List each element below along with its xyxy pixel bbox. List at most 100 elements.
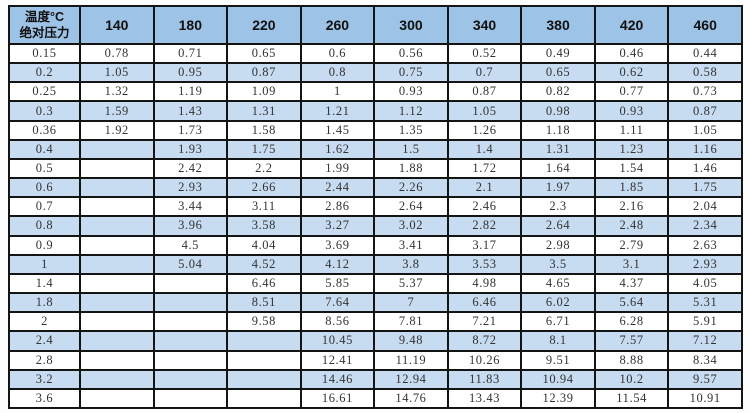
cell: 0.71 xyxy=(152,42,229,65)
cell: 3.58 xyxy=(226,215,302,237)
cell: 3.53 xyxy=(446,253,523,275)
cell: 3.8 xyxy=(373,253,449,275)
cell: 5.04 xyxy=(152,253,229,275)
cell: 4.05 xyxy=(667,272,743,295)
cell: 2.48 xyxy=(593,215,670,237)
cell: 0.44 xyxy=(667,42,743,65)
table-row: 0.3 1.59 1.43 1.31 1.21 1.12 1.05 0.98 0.93 0.87 xyxy=(8,100,743,122)
cell: 3.17 xyxy=(446,234,523,256)
column-header-340: 340 xyxy=(446,5,523,45)
cell: 7 xyxy=(373,292,449,314)
cell: 0.7 xyxy=(446,62,523,84)
cell: 1.35 xyxy=(373,119,449,141)
table-row: 1.4 6.46 5.85 5.37 4.98 4.65 4.37 4.05 xyxy=(8,272,743,295)
cell xyxy=(79,272,155,295)
cell xyxy=(226,330,302,352)
row-label: 0.6 xyxy=(8,177,81,199)
cell xyxy=(226,349,302,371)
cell: 5.91 xyxy=(667,311,743,333)
cell: 4.98 xyxy=(446,272,523,295)
cell: 7.64 xyxy=(299,292,376,314)
cell: 1.93 xyxy=(152,138,229,160)
header-row: 温度°C 绝对压力 140 180 220 260 300 340 380 420 460 xyxy=(8,5,743,45)
cell: 0.62 xyxy=(593,62,670,84)
cell: 1.05 xyxy=(667,119,743,141)
cell xyxy=(152,387,229,410)
cell xyxy=(152,311,229,333)
cell: 0.6 xyxy=(299,42,376,65)
cell: 3.44 xyxy=(152,196,229,218)
cell: 11.83 xyxy=(446,368,523,390)
cell: 1.45 xyxy=(299,119,376,141)
cell: 2.63 xyxy=(667,234,743,256)
cell: 1.54 xyxy=(593,157,670,180)
row-label: 0.2 xyxy=(8,62,81,84)
table-row: 3.6 16.61 14.76 13.43 12.39 11.54 10.91 xyxy=(8,387,743,410)
cell: 4.04 xyxy=(226,234,302,256)
cell: 6.02 xyxy=(520,292,596,314)
cell: 12.94 xyxy=(373,368,449,390)
column-header-140: 140 xyxy=(79,5,155,45)
cell: 1.31 xyxy=(226,100,302,122)
corner-header: 温度°C 绝对压力 xyxy=(8,5,81,45)
cell: 0.73 xyxy=(667,81,743,103)
row-label: 2.4 xyxy=(8,330,81,352)
cell xyxy=(152,292,229,314)
row-label: 0.3 xyxy=(8,100,81,122)
table-row: 0.8 3.96 3.58 3.27 3.02 2.82 2.64 2.48 2.34 xyxy=(8,215,743,237)
cell: 1.88 xyxy=(373,157,449,180)
cell xyxy=(152,368,229,390)
cell: 0.93 xyxy=(373,81,449,103)
row-label: 3.2 xyxy=(8,368,81,390)
row-label: 0.15 xyxy=(8,42,81,65)
cell: 1.64 xyxy=(520,157,596,180)
cell: 1.75 xyxy=(667,177,743,199)
cell: 8.88 xyxy=(593,349,670,371)
cell xyxy=(79,196,155,218)
column-header-260: 260 xyxy=(299,5,376,45)
cell: 2.46 xyxy=(446,196,523,218)
table-row: 0.36 1.92 1.73 1.58 1.45 1.35 1.26 1.18 1.11 1.05 xyxy=(8,119,743,141)
cell xyxy=(226,387,302,410)
column-header-420: 420 xyxy=(593,5,670,45)
cell: 5.37 xyxy=(373,272,449,295)
cell: 9.58 xyxy=(226,311,302,333)
cell: 0.56 xyxy=(373,42,449,65)
row-label: 0.25 xyxy=(8,81,81,103)
cell: 1.05 xyxy=(446,100,523,122)
cell: 1.26 xyxy=(446,119,523,141)
column-header-220: 220 xyxy=(226,5,302,45)
row-label: 0.8 xyxy=(8,215,81,237)
table-row: 2 9.58 8.56 7.81 7.21 6.71 6.28 5.91 xyxy=(8,311,743,333)
cell: 1.58 xyxy=(226,119,302,141)
cell: 10.91 xyxy=(667,387,743,410)
table-row: 0.15 0.78 0.71 0.65 0.6 0.56 0.52 0.49 0.46 0.44 xyxy=(8,42,743,65)
cell: 13.43 xyxy=(446,387,523,410)
cell: 16.61 xyxy=(299,387,376,410)
cell: 12.39 xyxy=(520,387,596,410)
corner-header-pressure-label: 绝对压力 xyxy=(19,26,70,40)
column-header-300: 300 xyxy=(373,5,449,45)
cell: 0.93 xyxy=(593,100,670,122)
cell: 8.1 xyxy=(520,330,596,352)
cell: 12.41 xyxy=(299,349,376,371)
cell: 2.64 xyxy=(520,215,596,237)
cell: 0.65 xyxy=(226,42,302,65)
row-label: 0.9 xyxy=(8,234,81,256)
cell: 0.78 xyxy=(79,42,155,65)
table-row: 2.4 10.45 9.48 8.72 8.1 7.57 7.12 xyxy=(8,330,743,352)
cell: 1.11 xyxy=(593,119,670,141)
row-label: 0.36 xyxy=(8,119,81,141)
cell: 9.51 xyxy=(520,349,596,371)
cell: 3.41 xyxy=(373,234,449,256)
cell xyxy=(79,157,155,180)
cell: 2.42 xyxy=(152,157,229,180)
cell: 7.12 xyxy=(667,330,743,352)
cell: 1 xyxy=(299,81,376,103)
cell: 9.48 xyxy=(373,330,449,352)
table-header: 温度°C 绝对压力 140 180 220 260 300 340 380 420 460 xyxy=(8,5,743,45)
row-label: 2.8 xyxy=(8,349,81,371)
cell: 11.54 xyxy=(593,387,670,410)
cell: 2.98 xyxy=(520,234,596,256)
table-row: 0.2 1.05 0.95 0.87 0.8 0.75 0.7 0.65 0.62 0.58 xyxy=(8,62,743,84)
